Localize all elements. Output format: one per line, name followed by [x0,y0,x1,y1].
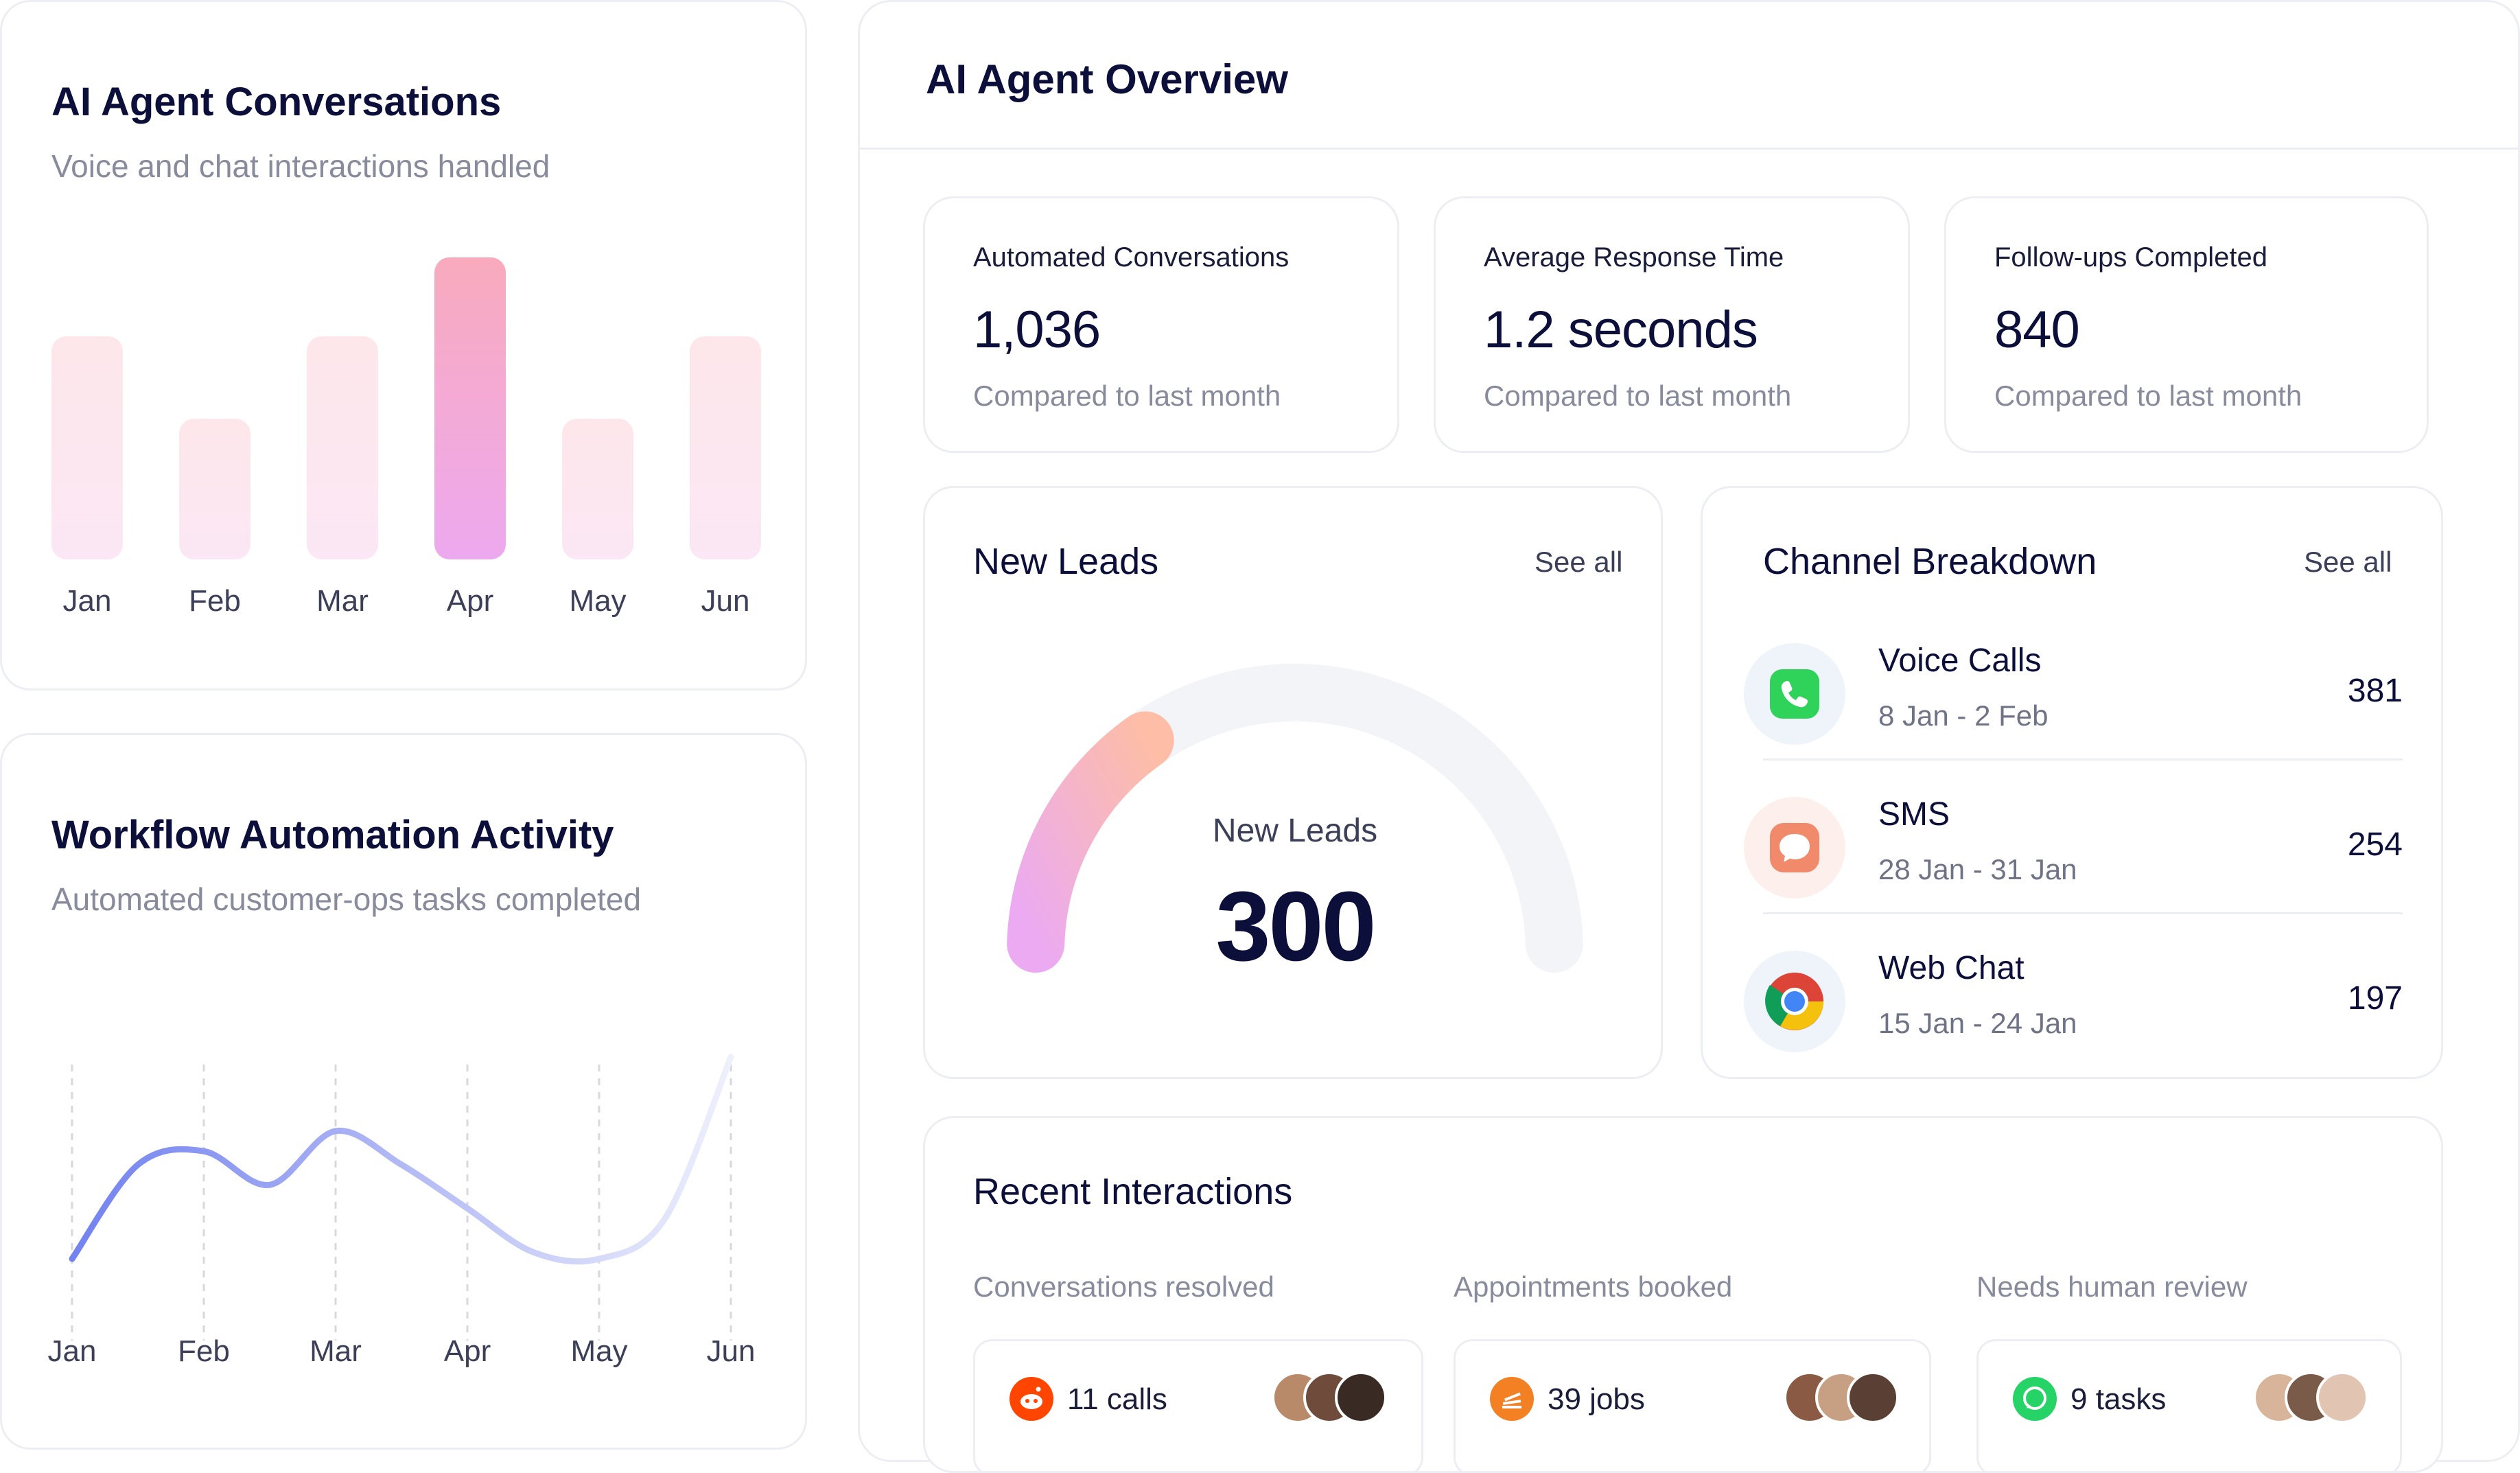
bar-label: Feb [189,584,241,618]
bar [179,419,250,559]
stat-value: 1,036 [973,301,1101,359]
stat-comparison: Compared to last month [1994,380,2302,412]
bar [562,419,633,559]
card-title: New Leads [973,541,1159,582]
card-title: Recent Interactions [973,1171,1293,1212]
stat-value: 1.2 seconds [1484,301,1758,359]
group-label: Needs human review [1976,1271,2248,1303]
pill-value: 39 jobs [1548,1382,1645,1416]
card-title: Workflow Automation Activity [51,813,614,857]
channel-name: Web Chat [1878,950,2025,986]
bar [434,257,506,559]
avatar [1335,1371,1387,1424]
pill-value: 11 calls [1067,1382,1167,1416]
channel-count: 254 [2347,826,2403,863]
bar-label: May [569,584,627,618]
channel-dates: 15 Jan - 24 Jan [1878,1007,2077,1039]
interaction-pill-resolved[interactable]: 11 calls [973,1339,1423,1471]
group-label: Appointments booked [1454,1271,1733,1303]
header-divider [860,148,2518,150]
channel-row-sms[interactable]: SMS 28 Jan - 31 Jan 254 [1744,786,2403,940]
bar [307,336,378,559]
stackoverflow-icon [1490,1377,1534,1421]
card-subtitle: Voice and chat interactions handled [51,148,550,184]
see-all-link[interactable]: See all [2304,546,2392,578]
row-divider [1763,912,2403,914]
gauge-fill [1007,711,1174,973]
gauge-label: New Leads [1212,813,1378,849]
stat-label: Average Response Time [1484,242,1784,272]
bar-label: Jun [701,584,750,618]
chrome-icon [1744,951,1845,1052]
x-axis-label: May [570,1334,627,1368]
series-line [69,1054,734,1265]
interaction-pill-appointments[interactable]: 39 jobs [1454,1339,1931,1471]
card-title: Channel Breakdown [1763,541,2097,582]
reddit-icon [1010,1377,1053,1421]
channel-dates: 28 Jan - 31 Jan [1878,853,2077,885]
leads-gauge [1007,664,1583,973]
bar [690,336,761,559]
card-subtitle: Automated customer-ops tasks completed [51,881,642,917]
bar-label: Jan [62,584,112,618]
x-axis-label: Apr [444,1334,491,1368]
bar [51,336,123,559]
stat-comparison: Compared to last month [973,380,1281,412]
workflow-card: Workflow Automation Activity Automated c… [0,733,807,1450]
bar-column-jun[interactable] [690,336,761,559]
new-leads-card: New Leads See all New Leads 300 [923,486,1663,1079]
conversations-card: AI Agent Conversations Voice and chat in… [0,0,807,691]
stat-card-automated-conversations[interactable]: Automated Conversations 1,036 Compared t… [923,196,1399,453]
interaction-pill-review[interactable]: 9 tasks [1976,1339,2402,1471]
see-all-link[interactable]: See all [1535,546,1623,578]
avatar [2316,1371,2368,1424]
stat-comparison: Compared to last month [1484,380,1792,412]
recent-interactions-card: Recent Interactions Conversations resolv… [923,1116,2443,1473]
row-divider [1763,758,2403,761]
stat-card-follow-ups-completed[interactable]: Follow-ups Completed 840 Compared to las… [1944,196,2429,453]
x-axis-label: Feb [178,1334,230,1368]
channel-name: SMS [1878,796,1950,833]
channel-count: 197 [2347,980,2403,1017]
channel-count: 381 [2347,673,2403,709]
channel-row-voice-calls[interactable]: Voice Calls 8 Jan - 2 Feb 381 [1744,632,2403,786]
avatar-stack [1784,1371,1900,1426]
line-chart: Jan Feb Mar Apr May Jun [48,1054,756,1368]
bar-column-feb[interactable] [179,419,250,559]
stat-label: Follow-ups Completed [1994,242,2267,272]
phone-icon [1744,643,1845,745]
channel-dates: 8 Jan - 2 Feb [1878,699,2049,732]
avatar-stack [1272,1371,1388,1426]
x-axis-label: Jan [48,1334,97,1368]
stat-value: 840 [1994,301,2080,359]
x-axis-label: Jun [707,1334,756,1368]
bar-column-mar[interactable] [307,336,378,559]
channel-name: Voice Calls [1878,642,2042,679]
pill-value: 9 tasks [2070,1382,2167,1416]
group-label: Conversations resolved [973,1271,1274,1303]
card-title: AI Agent Conversations [51,80,502,124]
bar-column-apr[interactable] [434,257,506,559]
gauge-value: 300 [1215,871,1376,982]
avatar [1847,1371,1899,1424]
bar-column-may[interactable] [562,419,633,559]
bar-column-jan[interactable] [51,336,123,559]
channel-breakdown-card: Channel Breakdown See all Voice Calls 8 … [1701,486,2443,1079]
stat-card-average-response-time[interactable]: Average Response Time 1.2 seconds Compar… [1434,196,1910,453]
bar-label: Mar [316,584,369,618]
bar-label: Apr [446,584,494,618]
page-title: AI Agent Overview [926,56,1288,102]
x-axis-label: Mar [310,1334,362,1368]
channel-row-web-chat[interactable]: Web Chat 15 Jan - 24 Jan 197 [1744,940,2403,1077]
stat-label: Automated Conversations [973,242,1290,272]
avatar-stack [2253,1371,2370,1426]
chat-bubble-icon [1744,797,1845,898]
whatsapp-icon [2013,1377,2057,1421]
